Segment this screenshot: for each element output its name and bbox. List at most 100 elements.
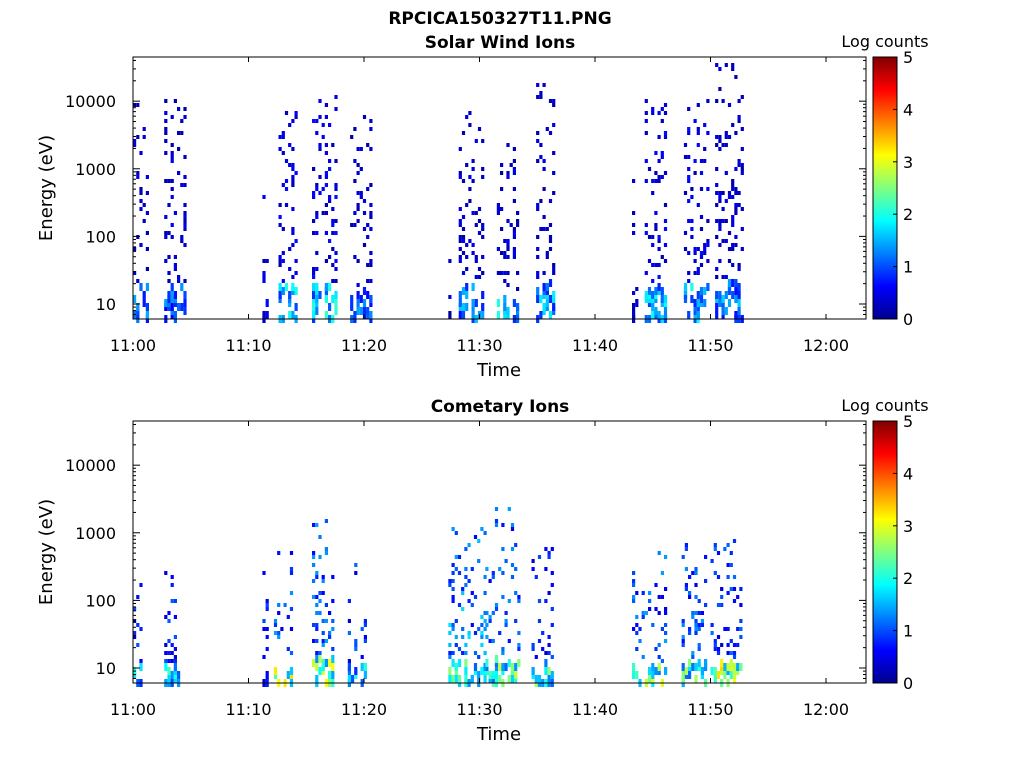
spectrogram-cell: [734, 75, 738, 79]
spectrogram-cell: [454, 567, 458, 571]
spectrogram-cell: [654, 151, 658, 155]
spectrogram-cell: [471, 283, 475, 291]
spectrogram-cell: [694, 595, 698, 599]
spectrogram-cell: [501, 523, 505, 527]
spectrogram-cell: [503, 303, 507, 311]
spectrogram-cell: [510, 547, 515, 551]
spectrogram-cell: [715, 219, 719, 223]
spectrogram-cell: [644, 111, 648, 115]
spectrogram-cell: [491, 571, 495, 575]
spectrogram-cell: [458, 235, 462, 239]
spectrogram-cell: [723, 547, 727, 551]
spectrogram-cell: [648, 675, 652, 683]
spectrogram-cell: [448, 643, 452, 647]
spectrogram-cell: [644, 99, 648, 103]
spectrogram-cell: [726, 591, 730, 595]
spectrogram-cell: [641, 615, 645, 619]
spectrogram-cell: [739, 663, 743, 671]
spectrogram-cell: [167, 179, 171, 183]
spectrogram-cell: [694, 631, 698, 635]
spectrogram-cell: [734, 131, 738, 135]
spectrogram-cell: [548, 279, 553, 287]
spectrogram-cell: [139, 243, 143, 247]
spectrogram-cell: [494, 507, 499, 511]
spectrogram-cell: [501, 547, 505, 551]
spectrogram-cell: [704, 579, 708, 583]
spectrogram-cell: [657, 239, 661, 243]
spectrogram-cell: [334, 259, 338, 263]
spectrogram-cell: [312, 311, 316, 319]
y-tick-label: 10000: [65, 92, 116, 111]
spectrogram-cell: [503, 271, 507, 275]
cometary-plot-frame: [132, 420, 867, 684]
spectrogram-cell: [356, 191, 360, 195]
spectrogram-cell: [552, 191, 556, 195]
spectrogram-cell: [366, 143, 370, 147]
spectrogram-cell: [550, 583, 554, 587]
spectrogram-cell: [286, 647, 290, 651]
spectrogram-cell: [704, 603, 708, 607]
spectrogram-cell: [328, 303, 332, 311]
spectrogram-cell: [632, 595, 636, 599]
spectrogram-cell: [451, 571, 455, 575]
spectrogram-cell: [278, 291, 282, 299]
spectrogram-cell: [331, 231, 335, 235]
spectrogram-cell: [133, 631, 137, 635]
spectrogram-cell: [734, 295, 738, 303]
spectrogram-cell: [321, 187, 325, 191]
spectrogram-cell: [328, 239, 332, 243]
spectrogram-cell: [353, 255, 357, 259]
spectrogram-cell: [331, 219, 335, 223]
spectrogram-cell: [170, 303, 174, 311]
spectrogram-cell: [331, 619, 335, 623]
spectrogram-cell: [651, 263, 655, 267]
spectrogram-cell: [164, 151, 168, 155]
spectrogram-cell: [550, 607, 554, 611]
spectrogram-cell: [278, 263, 282, 267]
spectrogram-cell: [356, 291, 360, 299]
spectrogram-cell: [693, 299, 697, 307]
x-tick-label: 11:20: [341, 336, 387, 355]
spectrogram-cell: [164, 259, 168, 263]
spectrogram-cell: [170, 283, 174, 291]
spectrogram-cell: [510, 563, 515, 567]
spectrogram-cell: [485, 611, 489, 615]
spectrogram-cell: [654, 307, 658, 315]
spectrogram-cell: [474, 259, 478, 263]
spectrogram-cell: [654, 179, 658, 183]
spectrogram-cell: [715, 143, 719, 147]
spectrogram-cell: [726, 575, 730, 579]
solar-wind-title: Solar Wind Ions: [425, 33, 576, 53]
spectrogram-cell: [544, 599, 548, 603]
spectrogram-cell: [727, 259, 732, 263]
spectrogram-cell: [684, 547, 688, 551]
spectrogram-cell: [693, 251, 697, 255]
spectrogram-cell: [164, 179, 168, 183]
spectrogram-cell: [657, 111, 661, 115]
spectrogram-cell: [632, 579, 636, 583]
spectrogram-cell: [651, 235, 655, 239]
spectrogram-cell: [632, 671, 636, 679]
spectrogram-cell: [284, 203, 289, 207]
spectrogram-cell: [464, 675, 468, 683]
spectrogram-cell: [512, 159, 516, 163]
spectrogram-cell: [660, 571, 664, 575]
spectrogram-cell: [262, 275, 266, 279]
spectrogram-cell: [262, 655, 266, 659]
spectrogram-cell: [718, 227, 722, 231]
spectrogram-cell: [732, 643, 737, 647]
spectrogram-cell: [539, 91, 543, 95]
spectrogram-cell: [736, 643, 740, 647]
spectrogram-cell: [461, 131, 466, 135]
spectrogram-cell: [321, 619, 325, 623]
spectrogram-cell: [635, 647, 639, 651]
spectrogram-cell: [289, 651, 294, 655]
spectrogram-cell: [496, 299, 500, 307]
spectrogram-cell: [331, 627, 335, 631]
spectrogram-cell: [277, 611, 281, 615]
spectrogram-cell: [183, 115, 187, 119]
spectrogram-cell: [356, 207, 360, 211]
spectrogram-cell: [548, 247, 553, 251]
spectrogram-cell: [465, 255, 469, 259]
spectrogram-cell: [461, 287, 466, 295]
